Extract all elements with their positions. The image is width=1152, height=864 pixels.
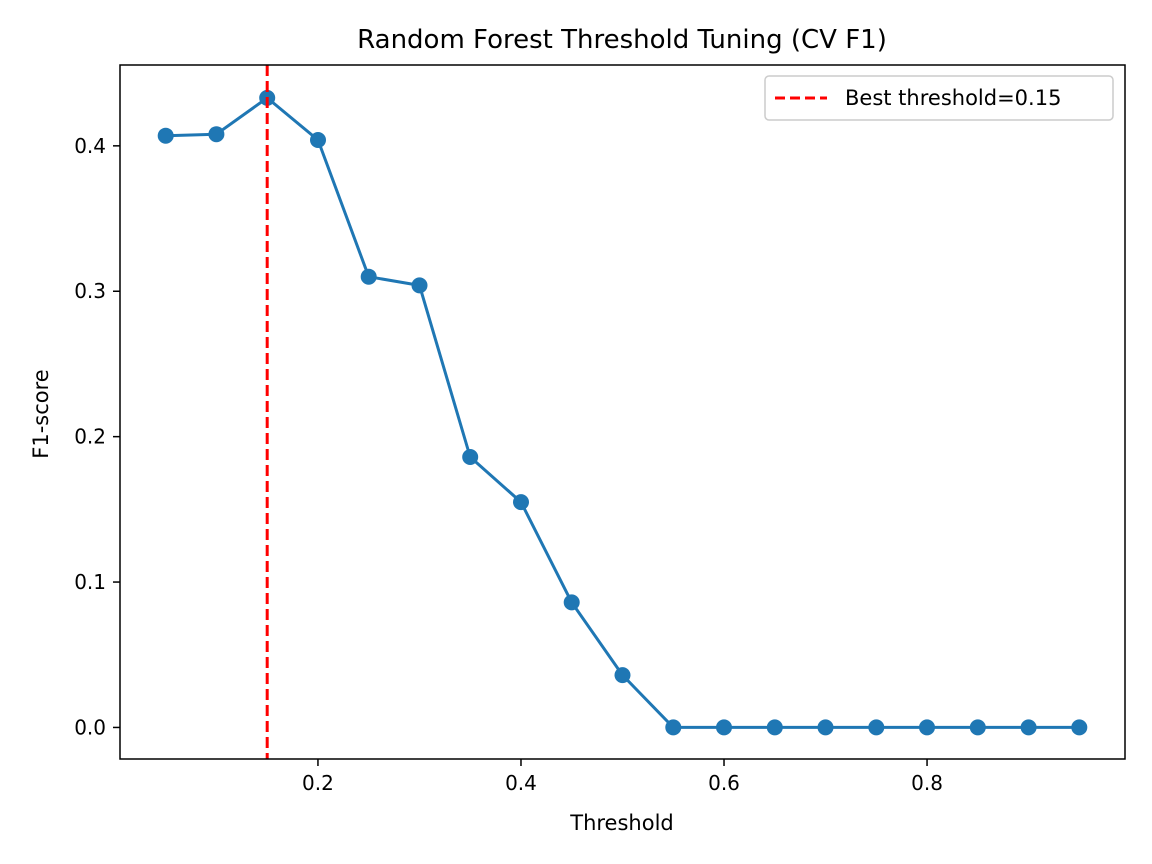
y-tick-label: 0.1 [74, 570, 106, 594]
data-point [817, 719, 834, 736]
data-point [513, 494, 529, 511]
legend: Best threshold=0.15 [764, 75, 1114, 121]
data-point [462, 449, 479, 465]
x-tick-label: 0.8 [911, 771, 943, 795]
data-point [563, 594, 580, 611]
y-axis-label: F1-score [29, 369, 53, 458]
data-point [919, 719, 935, 736]
y-tick-label: 0.0 [74, 715, 106, 739]
data-point [716, 719, 732, 736]
data-point [868, 719, 885, 736]
data-point [208, 126, 225, 143]
chart-title: Random Forest Threshold Tuning (CV F1) [357, 25, 887, 55]
axes-frame [119, 64, 1126, 760]
data-point [766, 719, 783, 736]
x-tick-label: 0.4 [505, 771, 537, 795]
x-tick-label: 0.2 [302, 771, 334, 795]
data-point [360, 268, 377, 285]
plot-area [157, 65, 1088, 759]
legend-box [764, 75, 1114, 121]
axes: 0.2 0.4 0.6 0.8 0.0 0.1 0.2 0.3 0.4 [74, 64, 1126, 795]
data-point [157, 127, 174, 144]
x-axis-label: Threshold [569, 811, 674, 835]
x-tick-label: 0.6 [708, 771, 740, 795]
y-tick-label: 0.3 [74, 279, 106, 303]
data-point [969, 719, 986, 736]
y-tick-label: 0.4 [74, 134, 106, 158]
legend-label: Best threshold=0.15 [845, 86, 1061, 110]
data-point [1020, 719, 1037, 736]
y-tick-label: 0.2 [74, 425, 106, 449]
data-point [614, 667, 631, 684]
data-point [411, 277, 428, 294]
data-point [310, 132, 326, 148]
data-point [1071, 719, 1088, 736]
data-point [665, 719, 682, 736]
